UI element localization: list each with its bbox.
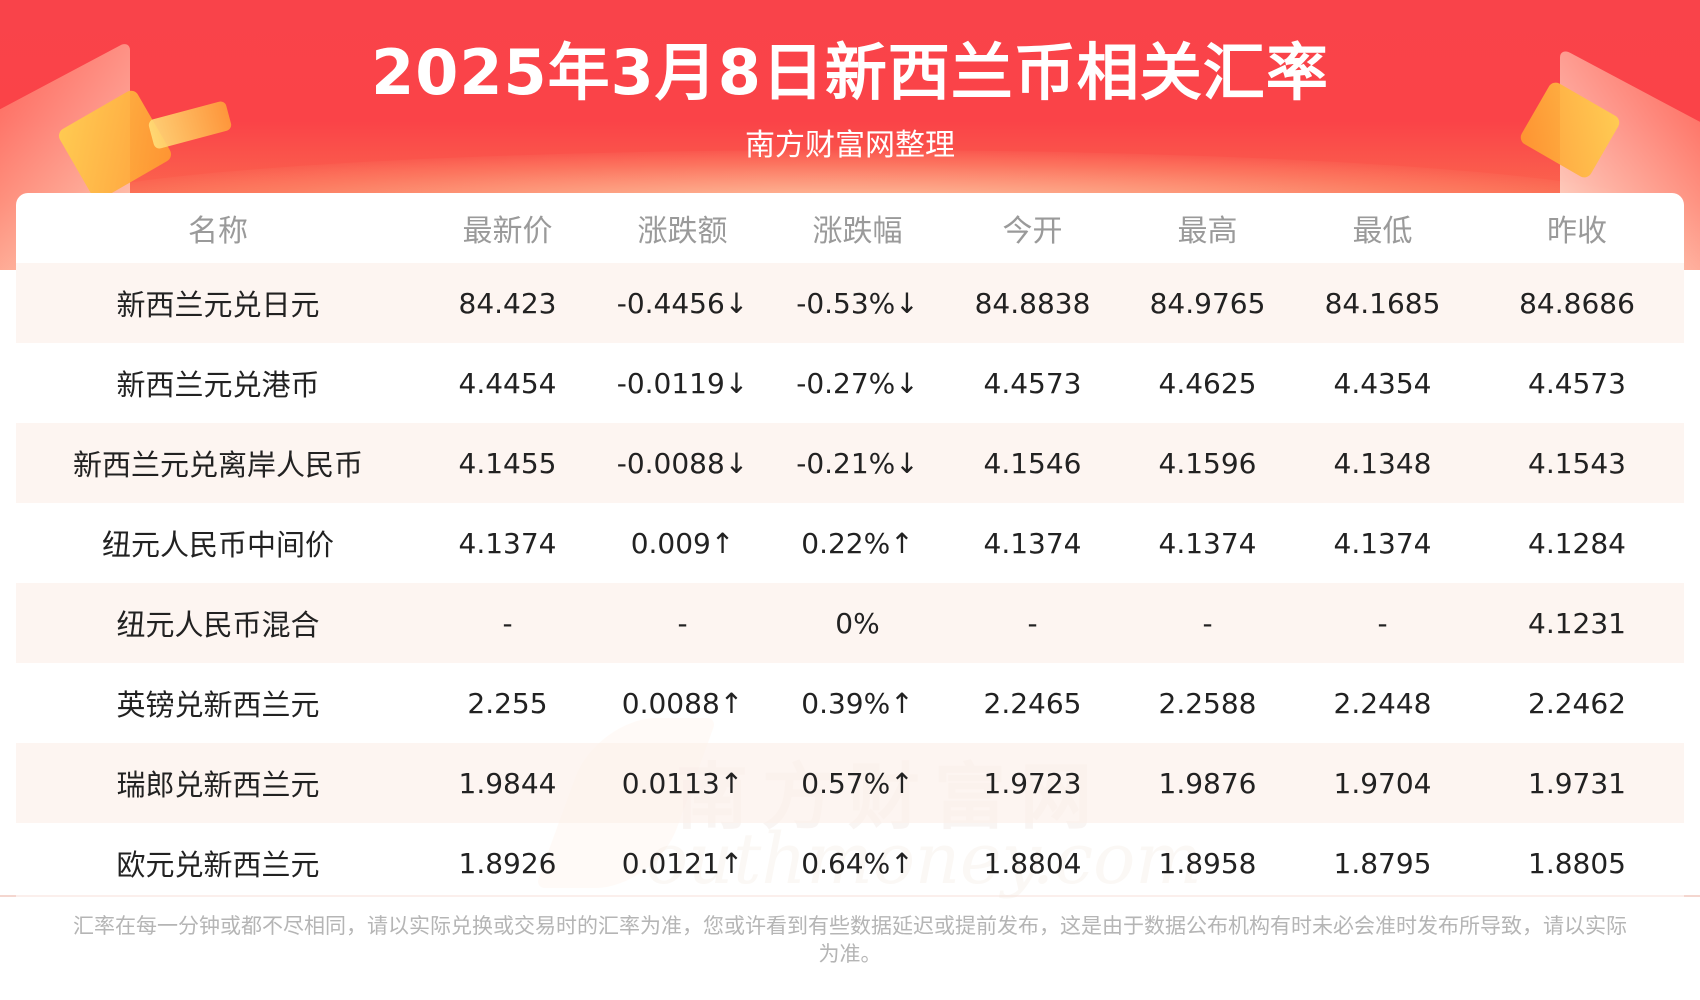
cell-open: 1.8804 (945, 823, 1120, 903)
cell-prev-close: 1.9731 (1470, 743, 1684, 823)
cell-latest: 4.4454 (420, 343, 595, 423)
table-row: 英镑兑新西兰元 2.255 0.0088↑ 0.39%↑ 2.2465 2.25… (16, 663, 1684, 743)
rates-card: 南方财富网 outhmoney.com 名称 最新价 涨跌额 涨跌幅 今开 最高… (16, 193, 1684, 903)
rates-table: 名称 最新价 涨跌额 涨跌幅 今开 最高 最低 昨收 新西兰元兑日元 84.42… (16, 193, 1684, 903)
cell-low: 2.2448 (1295, 663, 1470, 743)
cell-high: 4.4625 (1120, 343, 1295, 423)
cell-latest: 2.255 (420, 663, 595, 743)
cell-name: 欧元兑新西兰元 (16, 823, 420, 903)
column-header-open: 今开 (1002, 214, 1063, 249)
cell-open: 4.1546 (945, 423, 1120, 503)
cell-name: 纽元人民币混合 (16, 583, 420, 663)
table-header-row: 名称 最新价 涨跌额 涨跌幅 今开 最高 最低 昨收 (16, 193, 1684, 263)
cell-pct: -0.53%↓ (770, 263, 945, 343)
table-row: 新西兰元兑离岸人民币 4.1455 -0.0088↓ -0.21%↓ 4.154… (16, 423, 1684, 503)
column-header-prev-close: 昨收 (1547, 214, 1607, 249)
cell-open: 84.8838 (945, 263, 1120, 343)
cell-name: 新西兰元兑离岸人民币 (16, 423, 420, 503)
cell-low: 1.9704 (1295, 743, 1470, 823)
cell-high: 4.1374 (1120, 503, 1295, 583)
cell-pct: 0.57%↑ (770, 743, 945, 823)
table-row: 瑞郎兑新西兰元 1.9844 0.0113↑ 0.57%↑ 1.9723 1.9… (16, 743, 1684, 823)
cell-change: -0.0088↓ (595, 423, 770, 503)
cell-name: 纽元人民币中间价 (16, 503, 420, 583)
cell-low: 1.8795 (1295, 823, 1470, 903)
cell-low: - (1295, 583, 1470, 663)
table-row: 新西兰元兑港币 4.4454 -0.0119↓ -0.27%↓ 4.4573 4… (16, 343, 1684, 423)
cell-low: 4.1374 (1295, 503, 1470, 583)
page-subtitle: 南方财富网整理 (745, 128, 955, 163)
cell-low: 4.4354 (1295, 343, 1470, 423)
cell-high: 84.9765 (1120, 263, 1295, 343)
cell-prev-close: 84.8686 (1470, 263, 1684, 343)
cell-prev-close: 4.4573 (1470, 343, 1684, 423)
cell-latest: 1.9844 (420, 743, 595, 823)
cell-change: - (595, 583, 770, 663)
cell-change: 0.0121↑ (595, 823, 770, 903)
cell-open: 4.4573 (945, 343, 1120, 423)
table-row: 欧元兑新西兰元 1.8926 0.0121↑ 0.64%↑ 1.8804 1.8… (16, 823, 1684, 903)
cell-name: 瑞郎兑新西兰元 (16, 743, 420, 823)
cell-prev-close: 2.2462 (1470, 663, 1684, 743)
cell-open: 1.9723 (945, 743, 1120, 823)
cell-latest: - (420, 583, 595, 663)
cell-high: 2.2588 (1120, 663, 1295, 743)
column-header-pct: 涨跌幅 (812, 214, 903, 249)
cell-pct: 0.22%↑ (770, 503, 945, 583)
cell-prev-close: 4.1284 (1470, 503, 1684, 583)
cell-latest: 1.8926 (420, 823, 595, 903)
cell-name: 英镑兑新西兰元 (16, 663, 420, 743)
cell-prev-close: 1.8805 (1470, 823, 1684, 903)
cell-high: 1.9876 (1120, 743, 1295, 823)
disclaimer-note: 汇率在每一分钟或都不尽相同，请以实际兑换或交易时的汇率为准，您或许看到有些数据延… (73, 914, 1627, 966)
column-header-change: 涨跌额 (637, 214, 728, 249)
cell-high: 1.8958 (1120, 823, 1295, 903)
cell-pct: 0% (770, 583, 945, 663)
column-header-low: 最低 (1352, 214, 1413, 249)
cell-low: 84.1685 (1295, 263, 1470, 343)
cell-high: - (1120, 583, 1295, 663)
cell-open: 2.2465 (945, 663, 1120, 743)
cell-latest: 4.1374 (420, 503, 595, 583)
cell-open: 4.1374 (945, 503, 1120, 583)
cell-change: 0.0088↑ (595, 663, 770, 743)
cell-prev-close: 4.1231 (1470, 583, 1684, 663)
cell-change: 0.009↑ (595, 503, 770, 583)
page-title: 2025年3月8日新西兰币相关汇率 (371, 36, 1329, 109)
table-row: 纽元人民币中间价 4.1374 0.009↑ 0.22%↑ 4.1374 4.1… (16, 503, 1684, 583)
column-header-name: 名称 (188, 214, 248, 249)
table-row: 纽元人民币混合 - - 0% - - - 4.1231 (16, 583, 1684, 663)
cell-high: 4.1596 (1120, 423, 1295, 503)
column-header-high: 最高 (1177, 214, 1238, 249)
cell-name: 新西兰元兑港币 (16, 343, 420, 423)
cell-open: - (945, 583, 1120, 663)
cell-prev-close: 4.1543 (1470, 423, 1684, 503)
cell-change: 0.0113↑ (595, 743, 770, 823)
cell-pct: -0.21%↓ (770, 423, 945, 503)
cell-low: 4.1348 (1295, 423, 1470, 503)
cell-latest: 4.1455 (420, 423, 595, 503)
table-row: 新西兰元兑日元 84.423 -0.4456↓ -0.53%↓ 84.8838 … (16, 263, 1684, 343)
cell-pct: 0.39%↑ (770, 663, 945, 743)
cell-change: -0.4456↓ (595, 263, 770, 343)
cell-pct: -0.27%↓ (770, 343, 945, 423)
column-header-latest: 最新价 (462, 214, 553, 249)
cell-name: 新西兰元兑日元 (16, 263, 420, 343)
cell-latest: 84.423 (420, 263, 595, 343)
cell-change: -0.0119↓ (595, 343, 770, 423)
cell-pct: 0.64%↑ (770, 823, 945, 903)
